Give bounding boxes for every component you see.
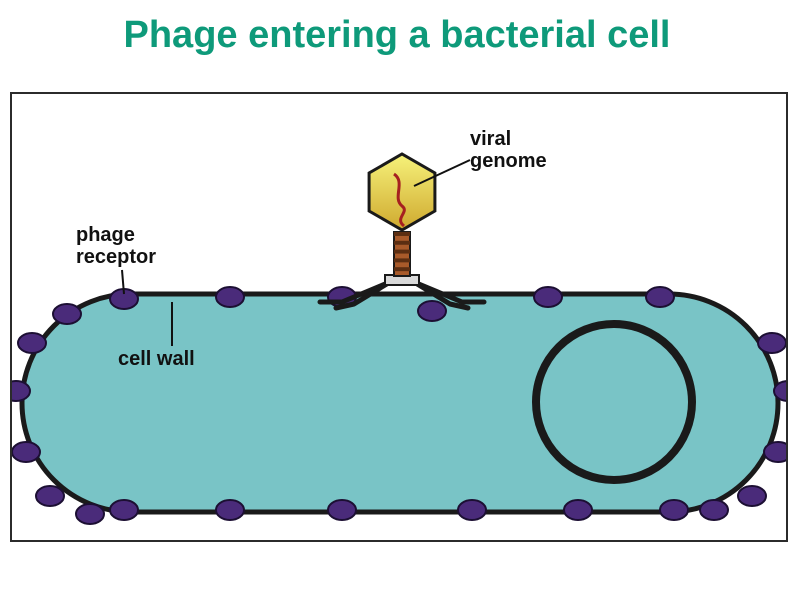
phage-receptor (458, 500, 486, 520)
phage-receptor (18, 333, 46, 353)
diagram-svg (12, 94, 786, 540)
phage-receptor (534, 287, 562, 307)
phage-receptor (76, 504, 104, 524)
phage-receptor (758, 333, 786, 353)
label-viral-genome: viral genome (470, 128, 547, 172)
page-title: Phage entering a bacterial cell (0, 14, 794, 57)
bacterial-cell (22, 294, 778, 512)
diagram-frame (10, 92, 788, 542)
phage-receptor (53, 304, 81, 324)
phage-receptor (564, 500, 592, 520)
phage-tail (394, 232, 410, 276)
phage-receptor (110, 500, 138, 520)
phage (320, 154, 484, 308)
phage-receptor (328, 500, 356, 520)
phage-receptor (36, 486, 64, 506)
phage-receptor (660, 500, 688, 520)
phage-receptor (216, 287, 244, 307)
phage-receptor (12, 381, 30, 401)
label-cell-wall: cell wall (118, 348, 195, 370)
phage-receptor (700, 500, 728, 520)
phage-receptor (738, 486, 766, 506)
phage-receptor (216, 500, 244, 520)
phage-receptor (12, 442, 40, 462)
phage-receptor (418, 301, 446, 321)
phage-receptor (646, 287, 674, 307)
label-phage-receptor: phage receptor (76, 224, 156, 268)
phage-receptor (764, 442, 786, 462)
